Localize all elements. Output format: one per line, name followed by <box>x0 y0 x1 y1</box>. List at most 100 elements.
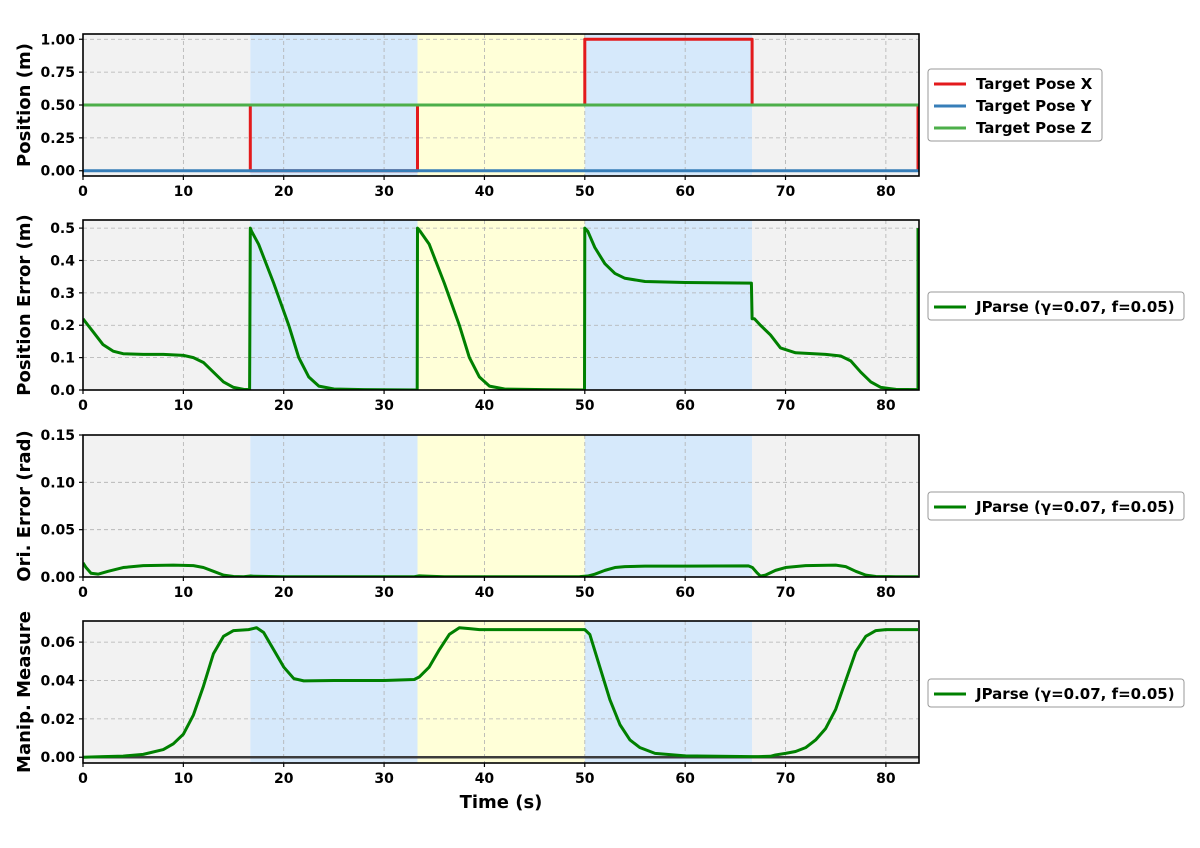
y-tick-label: 0.75 <box>40 65 75 81</box>
y-tick-label: 0.02 <box>40 712 75 728</box>
y-tick-label: 0.15 <box>40 428 75 444</box>
phase-region-5 <box>752 621 919 763</box>
x-tick-label: 50 <box>575 398 595 414</box>
y-axis-label: Ori. Error (rad) <box>14 430 35 581</box>
x-tick-label: 60 <box>675 585 695 601</box>
grid <box>83 435 919 577</box>
phase-region-3 <box>417 220 585 390</box>
subplot-stack: 0 10 20 30 40 50 60 70 800.000.250.500.751.00Pos… <box>14 32 1185 787</box>
x-tick-label: 30 <box>374 184 394 200</box>
x-tick-label: 60 <box>675 184 695 200</box>
x-tick-label: 70 <box>776 771 796 787</box>
legend: Target Pose X Target Pose Y Target Pose Z <box>927 68 1103 142</box>
y-tick-label: 0.00 <box>40 570 75 586</box>
y-tick-label: 0.06 <box>40 635 75 651</box>
phase-region-2 <box>250 220 418 390</box>
phase-region-4 <box>584 621 753 763</box>
legend-label: JParse (γ=0.07, f=0.05) <box>975 498 1175 516</box>
x-tick-label: 80 <box>876 184 896 200</box>
x-tick-label: 20 <box>274 771 294 787</box>
phase-region-2 <box>250 621 418 763</box>
y-tick-label: 0.50 <box>40 98 75 114</box>
x-tick-label: 80 <box>876 585 896 601</box>
x-tick-label: 50 <box>575 771 595 787</box>
phase-region-3 <box>417 435 585 577</box>
x-tick-label: 50 <box>575 585 595 601</box>
y-axis-label: Position (m) <box>14 43 35 167</box>
x-tick-label: 80 <box>876 771 896 787</box>
axes-frame <box>82 620 920 764</box>
x-tick-label: 20 <box>274 398 294 414</box>
subplot-3: 0 10 20 30 40 50 60 70 80 0.00 0.05 0.10 0.15 Ori. Er… <box>14 428 1185 601</box>
x-tick-label: 10 <box>174 184 194 200</box>
x-axis-label: Time (s) <box>460 792 543 813</box>
x-tick-label: 10 <box>174 771 194 787</box>
subplot-1: 0 10 20 30 40 50 60 70 80 0.00 0.25 0.50 0.75 1.00 Pos… <box>14 32 1103 200</box>
phase-region-1 <box>83 220 251 390</box>
y-axis-label: Manip. Measure <box>14 611 35 773</box>
legend-label: Target Pose Z <box>976 119 1092 137</box>
x-tick-label: 0 <box>78 771 88 787</box>
legend-label: JParse (γ=0.07, f=0.05) <box>975 298 1175 316</box>
x-tick-label: 40 <box>475 585 495 601</box>
subplot-4: 0 10 20 30 40 50 60 70 80 0.00 0.02 0.04 0.06 Manip. … <box>14 611 1185 787</box>
y-tick-label: 0.0 <box>50 383 75 399</box>
x-tick-label: 30 <box>374 585 394 601</box>
x-tick-label: 40 <box>475 771 495 787</box>
y-axis-label: Position Error (m) <box>14 214 35 395</box>
x-tick-label: 70 <box>776 184 796 200</box>
x-tick-label: 60 <box>675 771 695 787</box>
x-tick-label: 40 <box>475 184 495 200</box>
x-tick-label: 40 <box>475 398 495 414</box>
legend: JParse (γ=0.07, f=0.05) <box>927 291 1185 321</box>
legend-box <box>927 678 1185 708</box>
legend-box <box>927 291 1185 321</box>
x-tick-label: 10 <box>174 585 194 601</box>
series-line-1 <box>83 626 918 759</box>
phase-region-5 <box>752 220 919 390</box>
x-tick-label: 0 <box>78 585 88 601</box>
legend: JParse (γ=0.07, f=0.05) <box>927 491 1185 521</box>
legend-label: Target Pose X <box>976 75 1093 93</box>
y-tick-label: 0.2 <box>50 318 75 334</box>
x-tick-label: 30 <box>374 771 394 787</box>
legend-box <box>927 491 1185 521</box>
phase-region-1 <box>83 435 251 577</box>
axes-frame <box>82 434 920 578</box>
x-tick-label: 50 <box>575 184 595 200</box>
y-tick-label: 0.04 <box>40 673 75 689</box>
y-tick-label: 0.05 <box>40 523 75 539</box>
x-tick-label: 30 <box>374 398 394 414</box>
phase-region-4 <box>584 220 753 390</box>
phase-region-3 <box>417 621 585 763</box>
legend-label: Target Pose Y <box>976 97 1093 115</box>
y-tick-label: 0.10 <box>40 475 75 491</box>
x-tick-label: 70 <box>776 398 796 414</box>
y-tick-label: 1.00 <box>40 32 75 48</box>
x-tick-label: 20 <box>274 585 294 601</box>
y-tick-label: 0.00 <box>40 750 75 766</box>
series-line-1 <box>83 226 919 390</box>
x-tick-label: 70 <box>776 585 796 601</box>
legend-label: JParse (γ=0.07, f=0.05) <box>975 685 1175 703</box>
y-tick-label: 0.25 <box>40 131 75 147</box>
subplot-2: 0 10 20 30 40 50 60 70 80 0.0 0.1 0.2 0.3 0.4 0.5 Posit… <box>14 214 1185 414</box>
x-tick-label: 0 <box>78 184 88 200</box>
axes-frame <box>82 219 920 391</box>
x-tick-label: 60 <box>675 398 695 414</box>
x-tick-label: 10 <box>174 398 194 414</box>
phase-region-2 <box>250 435 418 577</box>
legend: JParse (γ=0.07, f=0.05) <box>927 678 1185 708</box>
x-tick-label: 80 <box>876 398 896 414</box>
phase-region-1 <box>83 621 251 763</box>
y-tick-label: 0.3 <box>50 286 75 302</box>
legend-box <box>927 68 1103 142</box>
phase-region-5 <box>752 435 919 577</box>
x-tick-label: 20 <box>274 184 294 200</box>
y-tick-label: 0.5 <box>50 221 75 237</box>
y-tick-label: 0.1 <box>50 351 75 367</box>
phase-region-4 <box>584 435 753 577</box>
x-tick-label: 0 <box>78 398 88 414</box>
y-tick-label: 0.4 <box>50 253 75 269</box>
